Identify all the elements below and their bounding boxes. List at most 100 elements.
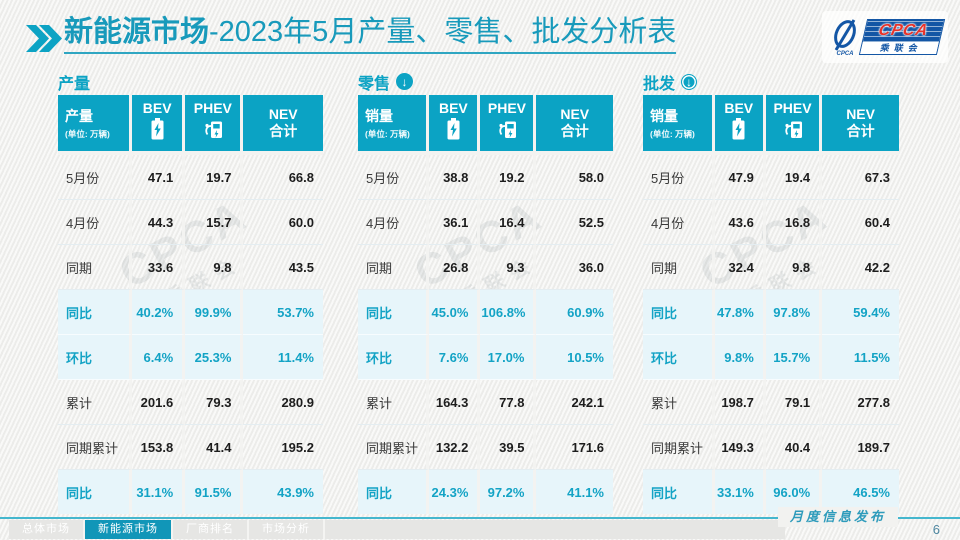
footer-tab-4[interactable]: 市场分析 [249, 520, 325, 539]
row-label: 同比 [58, 290, 133, 335]
row-value-bev: 31.1% [132, 470, 186, 514]
table-row: 5月份 47.1 19.7 66.8 [58, 155, 323, 200]
row-value-phev: 9.8 [185, 245, 244, 290]
column-header-bev: BEV [132, 95, 186, 155]
row-value-bev: 47.9 [714, 155, 766, 200]
table-row: 同比 31.1% 91.5% 43.9% [58, 470, 323, 514]
row-value-bev: 164.3 [429, 380, 481, 425]
row-value-nev: 52.5 [536, 200, 613, 245]
row-value-bev: 6.4% [132, 335, 186, 380]
row-value-phev: 40.4 [765, 425, 823, 470]
charger-icon [496, 118, 518, 145]
row-value-phev: 96.0% [765, 470, 823, 514]
row-value-nev: 11.4% [243, 335, 323, 380]
row-value-bev: 26.8 [429, 245, 481, 290]
table-row: 5月份 47.9 19.4 67.3 [643, 155, 899, 200]
row-label: 同比 [643, 470, 715, 514]
table-row: 同比 40.2% 99.9% 53.7% [58, 290, 323, 335]
battery-icon [731, 117, 746, 145]
section-title: 零售 [358, 75, 391, 93]
battery-icon [446, 117, 461, 145]
column-header-phev: PHEV [765, 95, 823, 155]
column-header-phev: PHEV [185, 95, 244, 155]
table-panel: 零售 ↓ 销量 (单位: 万辆) BEV [358, 68, 613, 514]
row-value-bev: 132.2 [429, 425, 481, 470]
cpca-logo-box: CPCA 乘联会 [858, 19, 945, 55]
row-value-nev: 60.0 [243, 200, 323, 245]
row-value-nev: 41.1% [536, 470, 613, 514]
footer-tab-3[interactable]: 厂商排名 [173, 520, 249, 539]
row-value-phev: 41.4 [185, 425, 244, 470]
data-table: 产量 (单位: 万辆) BEV [58, 95, 323, 514]
table-row: 4月份 44.3 15.7 60.0 [58, 200, 323, 245]
row-value-nev: 10.5% [536, 335, 613, 380]
column-header-bev: BEV [714, 95, 766, 155]
row-value-bev: 45.0% [429, 290, 481, 335]
column-header-nev: NEV 合计 [822, 95, 899, 155]
row-value-nev: 36.0 [536, 245, 613, 290]
row-label: 累计 [643, 380, 715, 425]
row-value-bev: 40.2% [132, 290, 186, 335]
row-label: 同期累计 [643, 425, 715, 470]
row-value-bev: 153.8 [132, 425, 186, 470]
section-header: 批发 ↓ [643, 68, 899, 95]
down-arrow-icon: ↓ [681, 73, 698, 90]
row-value-phev: 9.8 [765, 245, 823, 290]
row-value-phev: 77.8 [480, 380, 537, 425]
footer-tab-2[interactable]: 新能源市场 [85, 520, 173, 539]
table-row: 环比 6.4% 25.3% 11.4% [58, 335, 323, 380]
row-value-nev: 66.8 [243, 155, 323, 200]
row-value-bev: 43.6 [714, 200, 766, 245]
column-header-phev: PHEV [480, 95, 537, 155]
data-table: 销量 (单位: 万辆) BEV [358, 95, 613, 514]
table-unit-label: (单位: 万辆) [365, 129, 410, 139]
cpca-logo-acronym: CPCA [862, 20, 944, 42]
section-header: 零售 ↓ [358, 68, 613, 95]
table-row: 同比 33.1% 96.0% 46.5% [643, 470, 899, 514]
row-value-phev: 9.3 [480, 245, 537, 290]
row-value-nev: 277.8 [822, 380, 899, 425]
row-value-phev: 15.7 [185, 200, 244, 245]
page-title: 新能源市场-2023年5月产量、零售、批发分析表 [64, 16, 677, 55]
svg-text:CPCA: CPCA [836, 51, 853, 56]
row-label: 同比 [643, 290, 715, 335]
table-corner-cell: 产量 (单位: 万辆) [58, 95, 133, 155]
row-value-bev: 33.6 [132, 245, 186, 290]
table-row: 同比 47.8% 97.8% 59.4% [643, 290, 899, 335]
row-label: 5月份 [58, 155, 133, 200]
row-value-nev: 11.5% [822, 335, 899, 380]
table-panel: 产量 ↓ 产量 (单位: 万辆) BEV [58, 68, 323, 514]
row-value-nev: 42.2 [822, 245, 899, 290]
row-value-bev: 198.7 [714, 380, 766, 425]
table-row: 环比 9.8% 15.7% 11.5% [643, 335, 899, 380]
row-value-phev: 16.4 [480, 200, 537, 245]
table-measure-label: 销量 [365, 108, 393, 124]
footer-tab-1[interactable]: 总体市场 [9, 520, 85, 539]
row-label: 5月份 [358, 155, 430, 200]
row-label: 同比 [358, 470, 430, 514]
cpca-logo-chinese-name: 乘联会 [859, 42, 939, 54]
cpca-emblem-icon: CPCA [833, 19, 856, 56]
table-row: 同期 26.8 9.3 36.0 [358, 245, 613, 290]
row-label: 同期累计 [358, 425, 430, 470]
row-value-phev: 79.1 [765, 380, 823, 425]
row-value-bev: 33.1% [714, 470, 766, 514]
row-value-phev: 19.2 [480, 155, 537, 200]
row-label: 同比 [358, 290, 430, 335]
data-table: 销量 (单位: 万辆) BEV [643, 95, 899, 514]
row-label: 同期 [643, 245, 715, 290]
row-value-bev: 201.6 [132, 380, 186, 425]
column-header-nev: NEV 合计 [536, 95, 613, 155]
table-row: 同期累计 132.2 39.5 171.6 [358, 425, 613, 470]
double-chevron-icon [26, 25, 62, 57]
row-value-phev: 106.8% [480, 290, 537, 335]
charger-icon [782, 118, 804, 145]
table-corner-cell: 销量 (单位: 万辆) [643, 95, 715, 155]
row-label: 4月份 [643, 200, 715, 245]
table-row: 累计 198.7 79.1 277.8 [643, 380, 899, 425]
page-number: 6 [932, 522, 940, 537]
down-arrow-icon: ↓ [396, 73, 414, 90]
row-value-nev: 43.5 [243, 245, 323, 290]
table-header-row: 销量 (单位: 万辆) BEV [358, 95, 613, 155]
page-title-rest: -2023年5月产量、零售、批发分析表 [209, 16, 677, 48]
